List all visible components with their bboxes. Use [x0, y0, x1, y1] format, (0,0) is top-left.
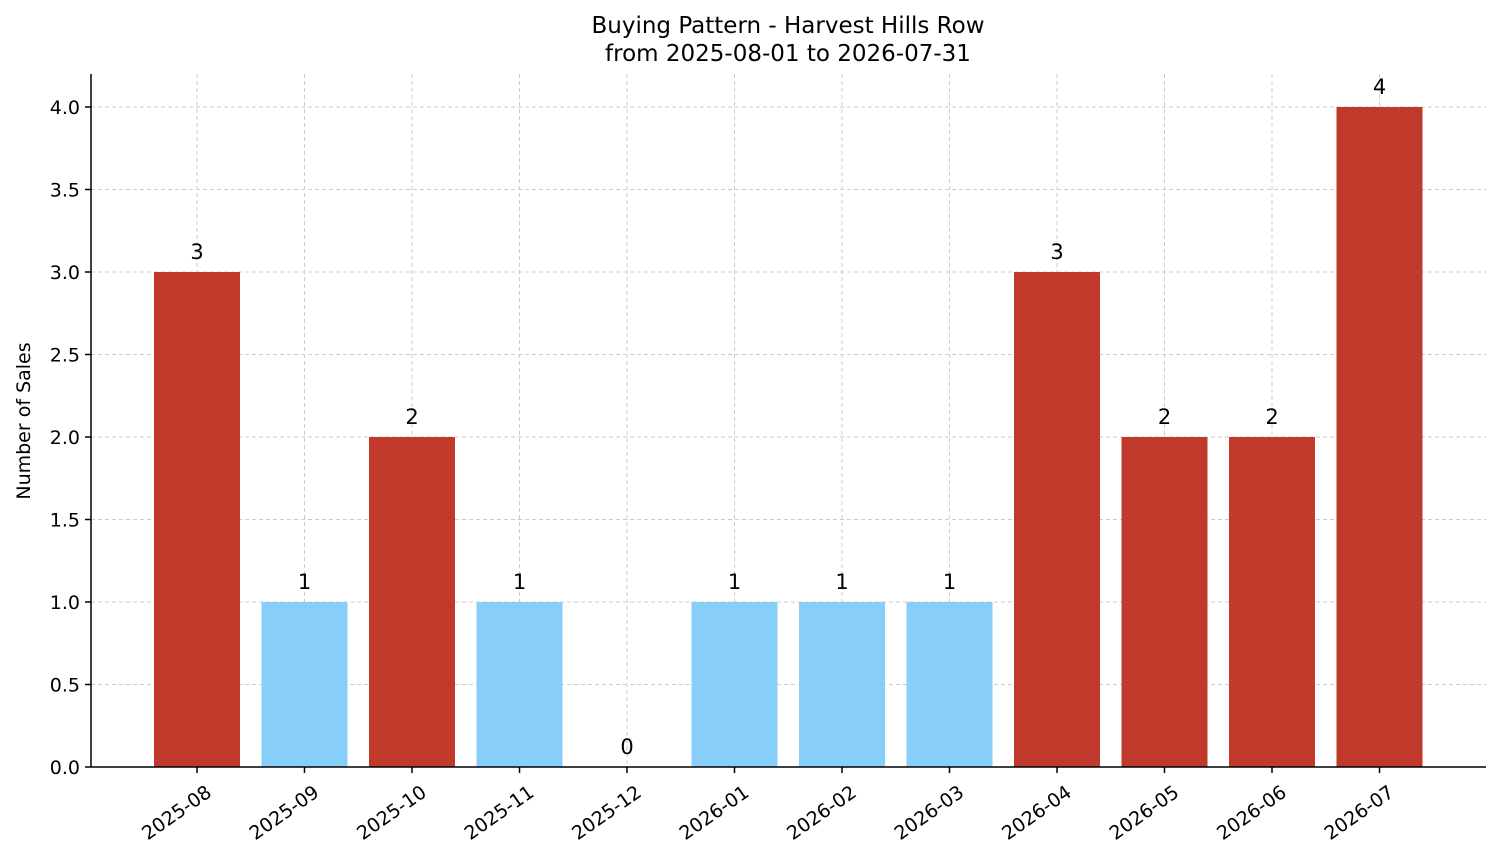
y-tick-label: 1.5: [50, 510, 80, 532]
data-labels: 3 1 2 1 0 1 1 1 3 2 2 4: [190, 75, 1386, 759]
bar-2026-03: [906, 602, 993, 767]
x-tick-label: 2025-08: [138, 781, 216, 845]
chart-subtitle: from 2025-08-01 to 2026-07-31: [605, 41, 971, 67]
bar-2026-04: [1014, 272, 1100, 767]
bar-2026-01: [691, 602, 778, 767]
bar-2025-10: [369, 437, 455, 767]
bar-2025-08: [154, 272, 240, 767]
bar-2025-09: [261, 602, 348, 767]
data-label-2026-05: 2: [1158, 405, 1171, 429]
y-tick-label: 2.0: [50, 427, 80, 449]
data-label-2026-07: 4: [1373, 75, 1386, 99]
x-tick-label: 2026-02: [783, 781, 861, 845]
data-label-2025-10: 2: [405, 405, 418, 429]
data-label-2026-03: 1: [943, 570, 956, 594]
y-tick-label: 3.5: [50, 180, 80, 202]
bar-2026-07: [1336, 107, 1423, 767]
y-tick-label: 4.0: [50, 97, 80, 119]
bar-2026-06: [1229, 437, 1315, 767]
x-tick-label: 2026-06: [1213, 781, 1291, 845]
data-label-2026-02: 1: [835, 570, 848, 594]
data-label-2025-11: 1: [513, 570, 526, 594]
bar-2025-11: [476, 602, 563, 767]
data-label-2025-12: 0: [620, 735, 633, 759]
x-tick-label: 2025-12: [568, 781, 646, 845]
bars: [154, 107, 1423, 767]
x-tick-label: 2026-04: [998, 781, 1076, 845]
x-tick-label: 2026-03: [891, 781, 969, 845]
x-tick-label: 2026-07: [1321, 781, 1399, 845]
bar-2026-05: [1121, 437, 1208, 767]
y-tick-label: 1.0: [50, 592, 80, 614]
data-label-2026-04: 3: [1050, 240, 1063, 264]
y-axis-ticks: 0.0 0.5 1.0 1.5 2.0 2.5 3.0 3.5 4.0: [50, 97, 91, 779]
x-tick-label: 2026-01: [676, 781, 754, 845]
y-axis-label: Number of Sales: [13, 342, 35, 499]
data-label-2025-08: 3: [190, 240, 203, 264]
y-tick-label: 0.0: [50, 757, 80, 779]
x-tick-label: 2025-11: [461, 781, 539, 845]
x-tick-label: 2026-05: [1106, 781, 1184, 845]
x-tick-label: 2025-10: [353, 781, 431, 845]
data-label-2026-06: 2: [1265, 405, 1278, 429]
chart-title: Buying Pattern - Harvest Hills Row: [591, 13, 984, 39]
y-tick-label: 2.5: [50, 345, 80, 367]
bar-2026-02: [799, 602, 885, 767]
y-tick-label: 3.0: [50, 262, 80, 284]
data-label-2026-01: 1: [728, 570, 741, 594]
y-tick-label: 0.5: [50, 675, 80, 697]
x-axis-ticks: 2025-08 2025-09 2025-10 2025-11 2025-12 2026-…: [138, 767, 1398, 845]
x-tick-label: 2025-09: [246, 781, 324, 845]
data-label-2025-09: 1: [298, 570, 311, 594]
